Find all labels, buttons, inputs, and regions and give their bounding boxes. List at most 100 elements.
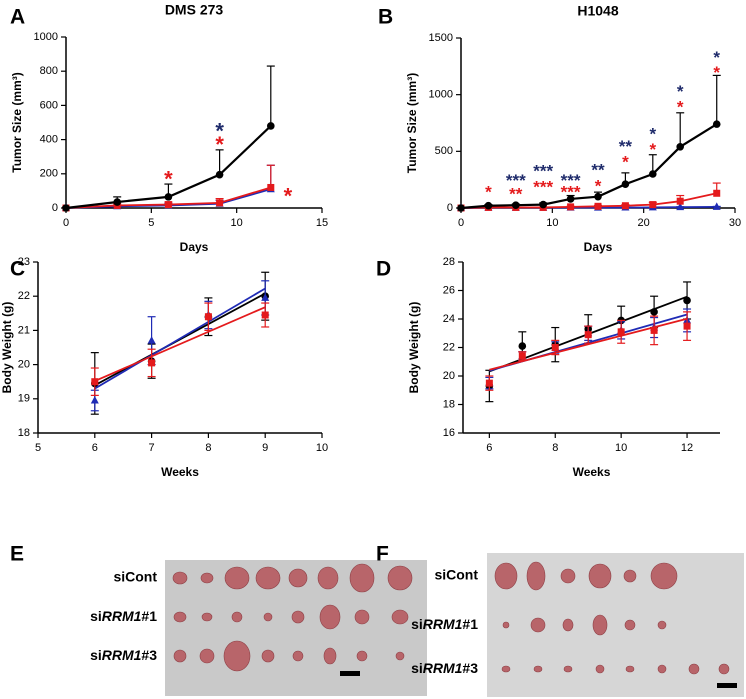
x-tick-label: 6 xyxy=(92,442,98,454)
tumor xyxy=(494,562,518,590)
y-tick-label: 600 xyxy=(40,99,58,111)
x-tick-label: 0 xyxy=(63,217,69,229)
significance: * xyxy=(215,118,224,143)
x-tick-label: 10 xyxy=(316,442,328,454)
significance: * xyxy=(649,124,656,143)
significance: * xyxy=(485,183,492,202)
x-tick-label: 12 xyxy=(681,442,693,454)
scale-bar xyxy=(340,671,360,676)
significance: *** xyxy=(533,162,553,181)
panel-letter: A xyxy=(10,6,25,29)
marker xyxy=(512,201,520,209)
tumor xyxy=(201,612,213,622)
photo-f xyxy=(487,553,744,697)
significance: * xyxy=(215,132,224,157)
x-tick-label: 8 xyxy=(205,442,211,454)
y-tick-label: 0 xyxy=(52,202,58,214)
tumor xyxy=(625,665,635,673)
series-line xyxy=(460,123,718,210)
panel-letter: F xyxy=(376,543,389,566)
marker xyxy=(617,328,625,336)
marker xyxy=(91,378,99,386)
panel-letter: D xyxy=(376,258,391,281)
x-tick-label: 0 xyxy=(458,217,464,229)
tumor xyxy=(588,563,612,589)
tumor xyxy=(395,651,405,661)
y-tick-label: 800 xyxy=(40,65,58,77)
significance: * xyxy=(622,153,629,172)
panel-letter: B xyxy=(378,6,393,29)
y-tick-label: 24 xyxy=(443,313,455,325)
y-tick-label: 26 xyxy=(443,284,455,296)
significance: * xyxy=(284,183,293,208)
y-tick-label: 21 xyxy=(18,324,30,336)
marker xyxy=(518,342,527,350)
error-bar xyxy=(712,74,721,125)
tumor xyxy=(657,664,667,674)
tumor xyxy=(688,663,700,675)
tumor xyxy=(387,565,413,591)
row-label: siCont xyxy=(113,569,157,585)
tumor xyxy=(255,566,281,590)
marker xyxy=(621,202,629,210)
tumor xyxy=(562,618,574,632)
fit-line xyxy=(94,287,266,390)
row-label-gene: RRM1 xyxy=(102,608,142,624)
x-tick-label: 20 xyxy=(638,217,650,229)
significance: ** xyxy=(619,137,633,156)
marker xyxy=(649,201,657,209)
row-label: siRRM1#3 xyxy=(90,647,157,663)
error-bar xyxy=(266,164,275,188)
marker xyxy=(261,311,269,319)
row-label: siRRM1#3 xyxy=(411,660,478,676)
tumor xyxy=(261,649,275,663)
marker xyxy=(261,293,270,301)
tumor xyxy=(533,665,543,673)
marker xyxy=(90,396,99,404)
marker xyxy=(485,379,493,387)
tumor xyxy=(263,612,273,622)
marker xyxy=(164,201,172,209)
tumor xyxy=(502,621,510,629)
significance: * xyxy=(713,48,720,67)
tumor xyxy=(560,568,576,584)
y-tick-label: 23 xyxy=(18,256,30,268)
row-label-gene: RRM1 xyxy=(423,616,463,632)
marker xyxy=(267,183,275,191)
row-label-prefix: si xyxy=(411,660,423,676)
row-label: siCont xyxy=(434,567,478,583)
y-tick-label: 22 xyxy=(18,290,30,302)
tumor xyxy=(223,640,251,672)
marker xyxy=(551,344,559,351)
tumor xyxy=(526,561,546,591)
x-tick-label: 8 xyxy=(552,442,558,454)
panel-letter: E xyxy=(10,543,24,566)
y-axis-label: Body Weight (g) xyxy=(0,302,14,394)
significance: *** xyxy=(561,183,581,202)
significance: *** xyxy=(533,178,553,197)
tumor xyxy=(354,609,370,625)
chart-title: DMS 273 xyxy=(165,2,224,18)
significance: * xyxy=(677,82,684,101)
row-label-suffix: #3 xyxy=(141,647,157,663)
marker xyxy=(113,198,121,206)
marker xyxy=(683,296,691,305)
tumor xyxy=(563,665,573,673)
chart-title: H1048 xyxy=(577,3,618,19)
marker xyxy=(566,195,575,203)
y-tick-label: 400 xyxy=(40,134,58,146)
significance: ** xyxy=(509,184,523,203)
marker xyxy=(676,143,684,151)
y-tick-label: 18 xyxy=(443,398,455,410)
error-bar xyxy=(215,149,224,175)
marker xyxy=(457,204,465,212)
significance: ** xyxy=(591,161,605,180)
tumor xyxy=(323,647,337,665)
marker xyxy=(147,336,156,344)
marker xyxy=(712,120,721,128)
significance: * xyxy=(595,176,602,195)
tumor xyxy=(718,663,730,675)
tumor xyxy=(173,611,187,623)
marker xyxy=(676,197,684,205)
